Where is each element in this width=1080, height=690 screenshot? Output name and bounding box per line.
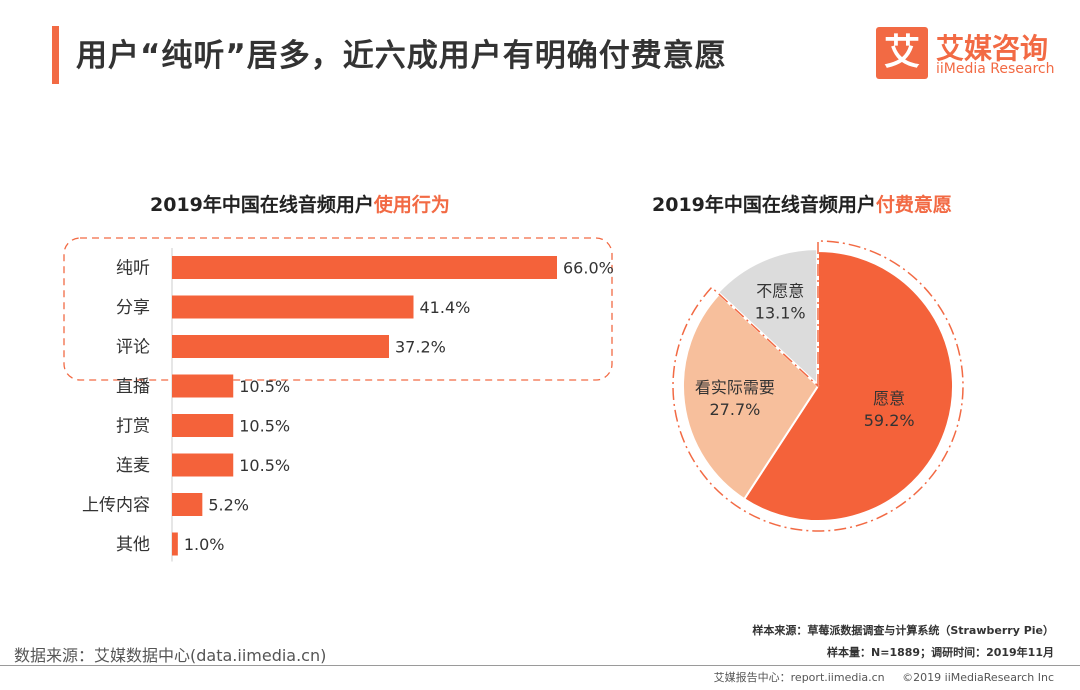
pie-slice-label: 看实际需要	[695, 378, 775, 397]
logo-english-name: iiMedia Research	[936, 61, 1055, 77]
bar-value-label: 37.2%	[395, 338, 446, 357]
pie-chart-title-highlight: 付费意愿	[875, 194, 952, 216]
page-title: 用户“纯听”居多，近六成用户有明确付费意愿	[76, 38, 727, 74]
bar	[172, 493, 203, 516]
pie-slice-value: 59.2%	[864, 411, 915, 430]
pie-slice	[682, 292, 820, 501]
bar-category-label: 连麦	[116, 456, 150, 476]
bar	[172, 453, 234, 477]
bar-category-label: 直播	[116, 377, 150, 397]
pie-chart-title: 2019年中国在线音频用户付费意愿	[652, 190, 952, 217]
sample-source-note: 样本来源：草莓派数据调查与计算系统（Strawberry Pie）	[752, 624, 1054, 637]
data-source-note: 数据来源：艾媒数据中心(data.iimedia.cn)	[14, 646, 327, 665]
pie-highlight-outline	[672, 240, 964, 532]
bar-category-label: 纯听	[116, 259, 150, 279]
bar-value-label: 10.5%	[239, 456, 290, 475]
bar-value-label: 41.4%	[420, 298, 471, 317]
bar-category-label: 打赏	[116, 417, 150, 437]
bar-value-label: 10.5%	[239, 377, 290, 396]
bar-chart: 纯听 66.0% 分享 41.4% 评论 37.2% 直播 10.5% 打赏 10.5% 连麦 10.…	[63, 237, 614, 562]
bar	[172, 532, 178, 556]
footer-divider	[0, 665, 1080, 666]
bar-chart-title-prefix: 2019年中国在线音频用户	[150, 194, 374, 216]
pie-slice-label: 愿意	[873, 389, 905, 408]
pie-chart: 愿意 59.2% 看实际需要 27.7% 不愿意 13.1%	[672, 240, 964, 532]
logo-mark-icon: 艾	[876, 27, 928, 79]
bar-category-label: 分享	[116, 298, 150, 318]
bar	[172, 295, 414, 319]
report-center-link[interactable]: 艾媒报告中心：report.iimedia.cn	[713, 671, 885, 684]
bar	[172, 374, 234, 398]
title-accent-bar	[52, 26, 59, 84]
pie-slice-label: 不愿意	[756, 281, 804, 300]
bar-category-label: 其他	[116, 535, 150, 555]
copyright-text: ©2019 iiMediaResearch Inc	[902, 671, 1054, 684]
pie-chart-title-prefix: 2019年中国在线音频用户	[652, 194, 876, 216]
brand-logo: 艾 艾媒咨询 iiMedia Research	[876, 27, 1056, 83]
bar-value-label: 66.0%	[563, 259, 614, 278]
footer-info: 艾媒报告中心：report.iimedia.cn ©2019 iiMediaRe…	[700, 669, 1054, 685]
bar	[172, 414, 234, 437]
pie-slice	[742, 249, 954, 522]
pie-slice-value: 13.1%	[755, 303, 806, 322]
bar-chart-title-highlight: 使用行为	[373, 194, 450, 216]
sample-size-note: 样本量：N=1889；调研时间：2019年11月	[827, 646, 1054, 659]
pie-slice-value: 27.7%	[710, 400, 761, 419]
pie-slice	[716, 248, 819, 387]
logo-chinese-name: 艾媒咨询	[936, 32, 1049, 65]
highlight-box	[63, 237, 613, 381]
bar-value-label: 10.5%	[239, 417, 290, 436]
bar-category-label: 评论	[116, 338, 150, 358]
bar-value-label: 1.0%	[184, 535, 225, 554]
bar	[172, 256, 557, 279]
bar-chart-title: 2019年中国在线音频用户使用行为	[150, 190, 450, 217]
bar-category-label: 上传内容	[82, 496, 150, 516]
bar	[172, 335, 389, 358]
bar-value-label: 5.2%	[208, 496, 249, 515]
